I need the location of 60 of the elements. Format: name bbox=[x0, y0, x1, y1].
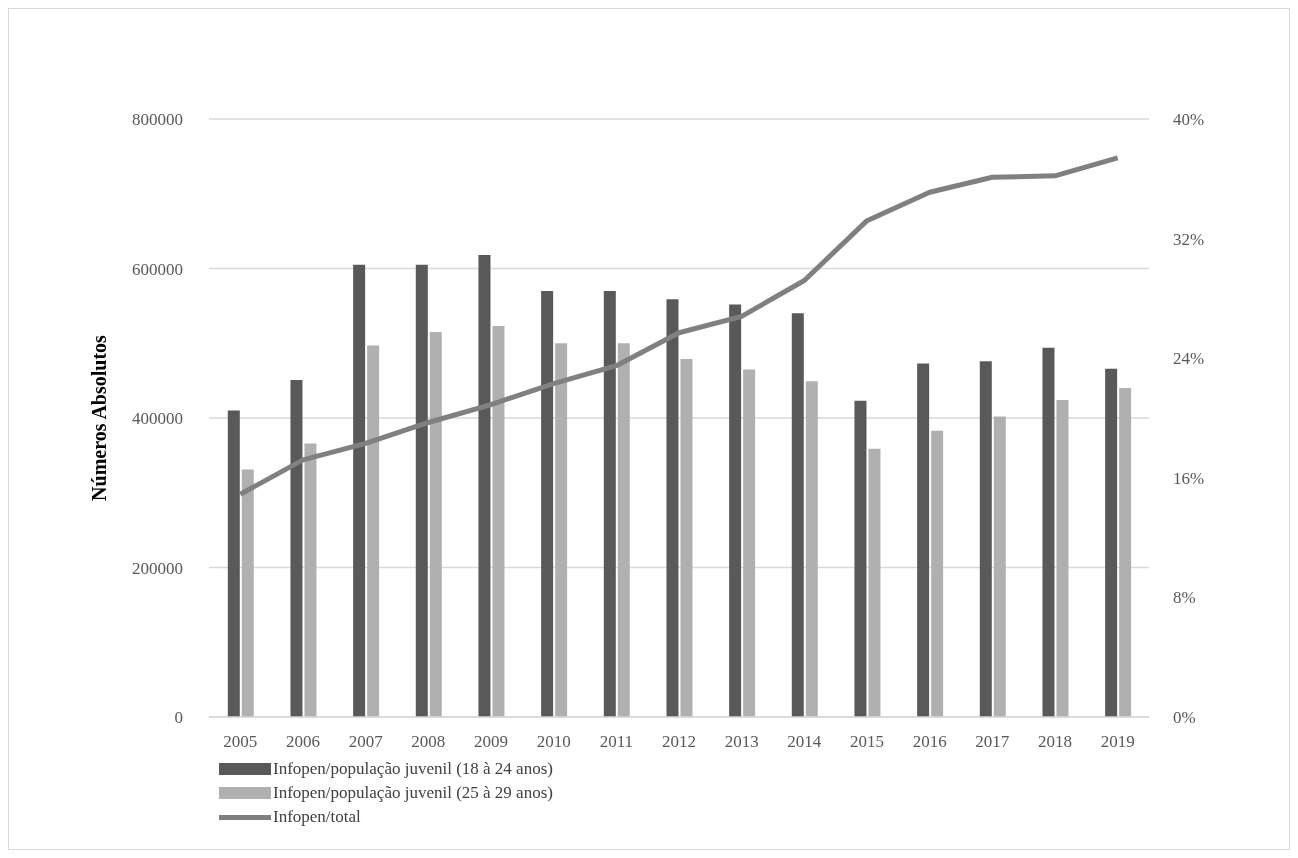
bar bbox=[290, 379, 303, 717]
legend-label: Infopen/total bbox=[273, 807, 361, 827]
bar bbox=[227, 410, 240, 717]
bar bbox=[1119, 388, 1132, 717]
x-tick-label: 2015 bbox=[850, 732, 884, 752]
bar bbox=[979, 361, 992, 717]
bar bbox=[854, 400, 867, 717]
y-tick-label: 0 bbox=[174, 708, 183, 728]
y2-tick-label: 16% bbox=[1173, 468, 1205, 488]
bar bbox=[791, 313, 804, 717]
bar bbox=[367, 345, 380, 717]
x-tick-label: 2019 bbox=[1100, 732, 1135, 752]
bar bbox=[541, 290, 554, 717]
legend-label: Infopen/população juvenil (18 à 24 anos) bbox=[273, 759, 553, 779]
bar bbox=[353, 264, 366, 717]
y-tick-label: 800000 bbox=[132, 110, 183, 130]
y2-tick-label: 32% bbox=[1173, 229, 1205, 249]
bar bbox=[1105, 368, 1118, 717]
x-tick-label: 2009 bbox=[474, 732, 508, 752]
bar bbox=[993, 416, 1006, 717]
bar bbox=[492, 326, 505, 717]
y-axis-title: Números Absolutos bbox=[88, 334, 111, 501]
bar bbox=[917, 363, 930, 717]
bar bbox=[805, 381, 818, 717]
x-tick-label: 2012 bbox=[662, 732, 696, 752]
bar bbox=[1042, 347, 1055, 717]
y-tick-label: 200000 bbox=[132, 558, 183, 578]
x-tick-label: 2013 bbox=[724, 732, 759, 752]
bar bbox=[429, 332, 442, 717]
bar bbox=[617, 343, 630, 717]
bar bbox=[729, 304, 742, 717]
bar bbox=[743, 369, 756, 717]
bar bbox=[415, 264, 428, 717]
x-tick-label: 2007 bbox=[348, 732, 384, 752]
x-tick-label: 2016 bbox=[912, 732, 947, 752]
bar bbox=[931, 430, 944, 717]
bar bbox=[1056, 400, 1069, 717]
y-tick-label: 600000 bbox=[132, 259, 183, 279]
y-tick-label: 400000 bbox=[132, 409, 183, 429]
y2-tick-label: 24% bbox=[1173, 349, 1205, 369]
x-tick-label: 2018 bbox=[1038, 732, 1072, 752]
bar bbox=[555, 343, 568, 717]
x-tick-label: 2011 bbox=[599, 732, 634, 752]
y2-tick-label: 8% bbox=[1173, 588, 1196, 608]
x-tick-label: 2006 bbox=[286, 732, 320, 752]
bar bbox=[666, 299, 679, 717]
y2-tick-label: 0% bbox=[1173, 708, 1196, 728]
x-tick-label: 2014 bbox=[787, 732, 822, 752]
x-tick-label: 2017 bbox=[975, 732, 1010, 752]
bar bbox=[603, 290, 616, 717]
y2-tick-label: 40% bbox=[1173, 110, 1205, 130]
bar bbox=[680, 358, 693, 717]
legend-label: Infopen/população juvenil (25 à 29 anos) bbox=[273, 783, 553, 803]
x-tick-label: 2010 bbox=[536, 732, 571, 752]
bar bbox=[304, 443, 317, 717]
bar bbox=[868, 448, 881, 717]
x-tick-label: 2005 bbox=[223, 732, 258, 752]
x-tick-label: 2008 bbox=[411, 732, 446, 752]
bar bbox=[478, 255, 491, 717]
bar bbox=[241, 469, 254, 717]
